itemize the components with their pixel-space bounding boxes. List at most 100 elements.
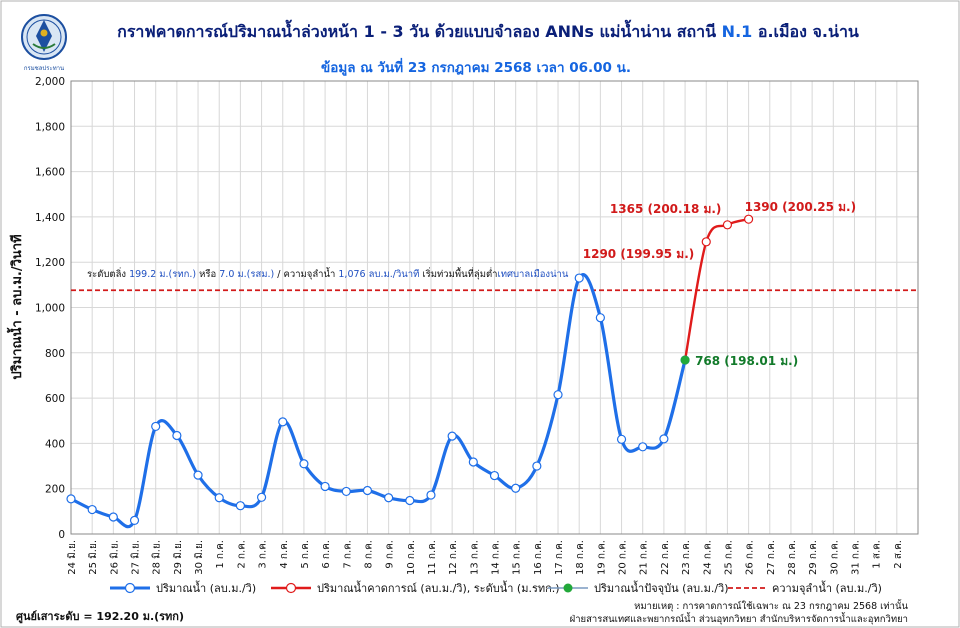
current-point bbox=[680, 355, 690, 365]
observed-point bbox=[256, 492, 267, 502]
bank-text-p7: เริ่มท่วมพื้นที่ลุ่มต่ำ bbox=[419, 267, 497, 280]
y-tick-label: 1,400 bbox=[35, 212, 65, 224]
observed-point bbox=[320, 481, 330, 492]
title-suffix: อ.เมือง จ.น่าน bbox=[752, 22, 859, 41]
x-tick-label: 31 ก.ค. bbox=[850, 540, 861, 575]
x-tick-label: 5 ก.ค. bbox=[300, 540, 311, 569]
observed-point bbox=[193, 470, 203, 480]
y-tick-label: 0 bbox=[58, 529, 65, 541]
x-tick-label: 1 ส.ค. bbox=[872, 540, 883, 569]
x-tick-label: 28 มิ.ย. bbox=[152, 540, 163, 575]
y-tick-label: 1,000 bbox=[35, 303, 65, 315]
observed-point bbox=[595, 313, 605, 323]
legend-item-capacity: ความจุลำน้ำ (ลบ.ม./วิ) bbox=[728, 580, 882, 595]
observed-point bbox=[468, 457, 478, 467]
remark-line-1: หมายเหตุ : การคาดการณ์ใช้เฉพาะ ณ 23 กรกฎ… bbox=[634, 599, 908, 612]
observed-point bbox=[151, 421, 161, 432]
y-tick-label: 200 bbox=[45, 484, 65, 496]
observed-point bbox=[108, 512, 118, 522]
current-value-label: 768 (198.01 ม.) bbox=[695, 354, 798, 368]
title-main: กราฟคาดการณ์ปริมาณน้ำล่วงหน้า 1 - 3 วัน … bbox=[117, 19, 722, 41]
x-tick-label: 29 ก.ค. bbox=[808, 540, 819, 575]
current-flow-points bbox=[680, 355, 690, 365]
grid-lines bbox=[71, 80, 918, 535]
forecast-point bbox=[722, 220, 733, 230]
legend: ปริมาณน้ำ (ลบ.ม./วิ) ปริมาณน้ำคาดการณ์ (… bbox=[110, 580, 882, 595]
x-tick-label: 6 ก.ค. bbox=[321, 540, 332, 569]
observed-point bbox=[66, 494, 76, 504]
observed-point bbox=[235, 501, 245, 511]
bank-text-p4: 7.0 ม.(รสม.) bbox=[219, 269, 274, 280]
legend-item-forecast: ปริมาณน้ำคาดการณ์ (ลบ.ม./วิ), ระดับน้ำ (… bbox=[271, 580, 560, 595]
y-axis-label: ปริมาณน้ำ - ลบ.ม./วินาที bbox=[6, 234, 25, 379]
x-tick-label: 28 ก.ค. bbox=[787, 540, 798, 575]
y-tick-label: 400 bbox=[45, 438, 65, 450]
x-tick-label: 20 ก.ค. bbox=[618, 540, 629, 575]
bank-text-p3: หรือ bbox=[196, 269, 219, 280]
observed-point bbox=[447, 431, 457, 441]
x-tick-label: 12 ก.ค. bbox=[448, 540, 459, 575]
x-tick-label: 3 ก.ค. bbox=[258, 540, 269, 569]
x-tick-label: 15 ก.ค. bbox=[512, 540, 523, 575]
observed-point bbox=[214, 493, 224, 503]
x-tick-label: 27 มิ.ย. bbox=[131, 540, 142, 575]
x-tick-label: 2 ก.ค. bbox=[236, 540, 247, 569]
observed-point bbox=[489, 470, 500, 481]
x-tick-label: 27 ก.ค. bbox=[766, 540, 777, 575]
plot-area-border bbox=[70, 80, 919, 535]
title-station: N.1 bbox=[722, 22, 753, 41]
x-tick-label: 4 ก.ค. bbox=[279, 540, 290, 569]
bank-text-p8: เทศบาลเมืองน่าน bbox=[497, 269, 568, 280]
observed-point bbox=[574, 273, 584, 283]
observed-point bbox=[532, 461, 542, 471]
forecast-flow-points bbox=[701, 214, 754, 247]
observed-point bbox=[299, 459, 309, 469]
bank-text-p6: 1,076 ลบ.ม./วินาที bbox=[338, 268, 419, 280]
x-tick-label: 13 ก.ค. bbox=[469, 540, 480, 575]
x-tick-label: 16 ก.ค. bbox=[533, 540, 544, 575]
x-tick-label: 30 มิ.ย. bbox=[194, 540, 205, 575]
bank-text-p2: 199.2 ม.(รทก.) bbox=[129, 269, 196, 280]
legend-item-observed: ปริมาณน้ำ (ลบ.ม./วิ) bbox=[110, 580, 256, 595]
observed-point bbox=[405, 495, 415, 506]
y-tick-label: 1,800 bbox=[35, 121, 65, 133]
observed-point bbox=[172, 430, 182, 441]
rid-logo-seal bbox=[21, 14, 67, 60]
observed-point bbox=[341, 486, 351, 497]
logo-caption: กรมชลประทาน bbox=[24, 65, 64, 72]
y-tick-label: 1,200 bbox=[35, 257, 65, 269]
x-tick-label: 25 ก.ค. bbox=[723, 540, 734, 575]
legend-label-current: ปริมาณน้ำปัจจุบัน (ลบ.ม./วิ) bbox=[594, 580, 729, 595]
y-axis-ticks: 0 200 400 600 800 1,000 1,200 1,400 1,600 1,800 2,… bbox=[35, 76, 65, 541]
datum-note: ศูนย์เสาระดับ = 192.20 ม.(รทก) bbox=[16, 610, 184, 624]
bank-level-annotation: ระดับตลิ่ง 199.2 ม.(รทก.) หรือ 7.0 ม.(รส… bbox=[87, 267, 569, 280]
x-tick-label: 14 ก.ค. bbox=[491, 540, 502, 575]
forecast-point bbox=[743, 214, 754, 224]
legend-label-observed: ปริมาณน้ำ (ลบ.ม./วิ) bbox=[156, 580, 256, 595]
x-tick-label: 2 ส.ค. bbox=[893, 540, 904, 569]
chart-subtitle: ข้อมูล ณ วันที่ 23 กรกฎาคม 2568 เวลา 06.… bbox=[321, 57, 631, 76]
x-tick-label: 10 ก.ค. bbox=[406, 540, 417, 575]
x-tick-label: 22 ก.ค. bbox=[660, 540, 671, 575]
x-tick-label: 30 ก.ค. bbox=[829, 540, 840, 575]
x-tick-label: 25 มิ.ย. bbox=[88, 540, 99, 575]
x-tick-label: 9 ก.ค. bbox=[385, 540, 396, 569]
observed-point bbox=[553, 390, 563, 400]
forecast-day1-label: 1290 (199.95 ม.) bbox=[583, 247, 695, 261]
x-tick-label: 24 ก.ค. bbox=[702, 540, 713, 575]
legend-label-capacity: ความจุลำน้ำ (ลบ.ม./วิ) bbox=[772, 580, 882, 595]
bank-text-p5: / ความจุลำน้ำ bbox=[274, 267, 338, 280]
x-tick-label: 8 ก.ค. bbox=[363, 540, 374, 569]
x-tick-label: 17 ก.ค. bbox=[554, 540, 565, 575]
y-tick-label: 1,600 bbox=[35, 167, 65, 179]
x-tick-label: 26 ก.ค. bbox=[745, 540, 756, 575]
observed-point bbox=[638, 442, 648, 452]
observed-point bbox=[87, 504, 97, 515]
observed-point bbox=[426, 490, 436, 500]
x-tick-label: 29 มิ.ย. bbox=[173, 540, 184, 575]
x-tick-label: 21 ก.ค. bbox=[639, 540, 650, 575]
y-tick-label: 600 bbox=[45, 393, 65, 405]
observed-point bbox=[616, 434, 627, 444]
